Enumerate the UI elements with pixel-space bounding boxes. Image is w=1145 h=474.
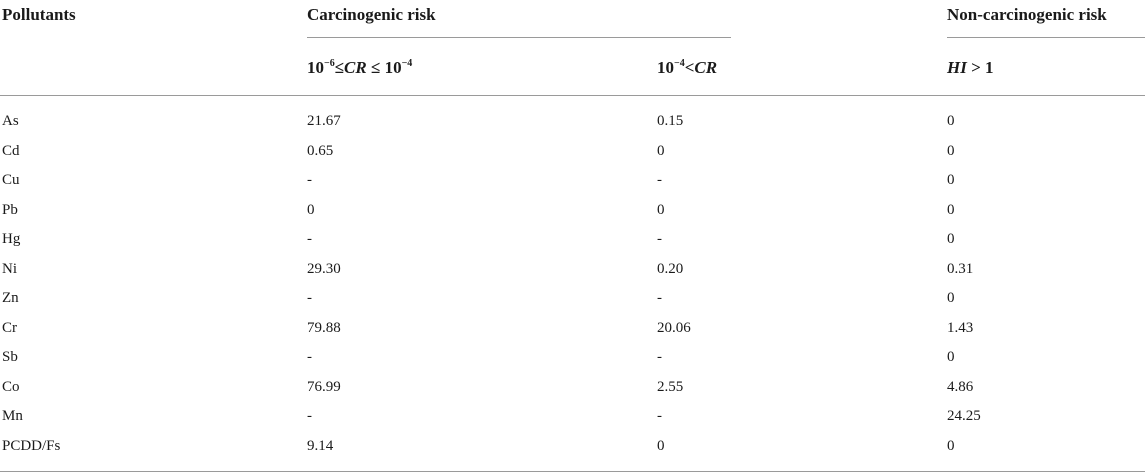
table-cell: 0 (947, 142, 955, 159)
table-cell: 29.30 (307, 260, 341, 277)
table-cell: 4.86 (947, 378, 974, 395)
table-cell: - (657, 172, 662, 188)
table-cell: 0 (947, 290, 955, 306)
row-pollutant-name: Cd (2, 142, 20, 159)
table-cell: 1.43 (947, 319, 974, 336)
header-carcinogenic-risk: Carcinogenic risk (307, 5, 436, 24)
row-pollutant-name: Pb (2, 201, 18, 218)
subheader-hi: HI > 1 (947, 58, 994, 77)
row-pollutant-name: PCDD/Fs (2, 437, 61, 454)
table-cell: 20.06 (657, 319, 691, 336)
table-cell: 76.99 (307, 378, 341, 395)
carcinogenic-group-rule (307, 37, 731, 38)
row-pollutant-name: Co (2, 378, 20, 395)
noncarcinogenic-group-rule (947, 37, 1145, 38)
row-pollutant-name: Cr (2, 319, 17, 336)
table-cell: 0 (947, 201, 955, 218)
table-cell: 24.25 (947, 408, 981, 424)
table-cell: - (307, 172, 312, 188)
table-cell: 0 (947, 231, 955, 247)
table-cell: 0 (657, 437, 665, 454)
row-pollutant-name: Cu (2, 172, 20, 188)
row-pollutant-name: Hg (2, 231, 21, 247)
table-cell: - (307, 290, 312, 306)
table-cell: 21.67 (307, 113, 341, 129)
table-cell: - (657, 408, 662, 424)
row-pollutant-name: Sb (2, 349, 18, 365)
table-cell: 9.14 (307, 437, 334, 454)
table-cell: - (657, 231, 662, 247)
subheader-cr-high: 10−4<CR (657, 58, 718, 77)
table-cell: - (307, 408, 312, 424)
row-pollutant-name: Zn (2, 290, 19, 306)
table-cell: - (657, 290, 662, 306)
table-cell: 0 (947, 172, 955, 188)
table-cell: 0 (657, 201, 665, 218)
table-cell: - (307, 231, 312, 247)
header-pollutants: Pollutants (2, 5, 76, 24)
table-cell: 0.20 (657, 260, 684, 277)
row-pollutant-name: Mn (2, 408, 23, 424)
table-cell: 0 (657, 142, 665, 159)
subheader-cr-range: 10−6≤CR ≤ 10−4 (307, 58, 413, 77)
table-cell: 0.31 (947, 260, 974, 277)
table-cell: 0 (947, 113, 955, 129)
table-cell: - (657, 349, 662, 365)
table-cell: - (307, 349, 312, 365)
table-cell: 0 (307, 201, 315, 218)
table-cell: 0.65 (307, 142, 334, 159)
table-cell: 0.15 (657, 113, 684, 129)
table-cell: 0 (947, 349, 955, 365)
header-bottom-rule (0, 95, 1145, 96)
table-cell: 79.88 (307, 319, 341, 336)
table-cell: 0 (947, 437, 955, 454)
row-pollutant-name: As (2, 113, 19, 129)
header-non-carcinogenic-risk: Non-carcinogenic risk (947, 5, 1107, 24)
table-cell: 2.55 (657, 378, 684, 395)
row-pollutant-name: Ni (2, 260, 17, 277)
table-bottom-rule (0, 471, 1145, 472)
